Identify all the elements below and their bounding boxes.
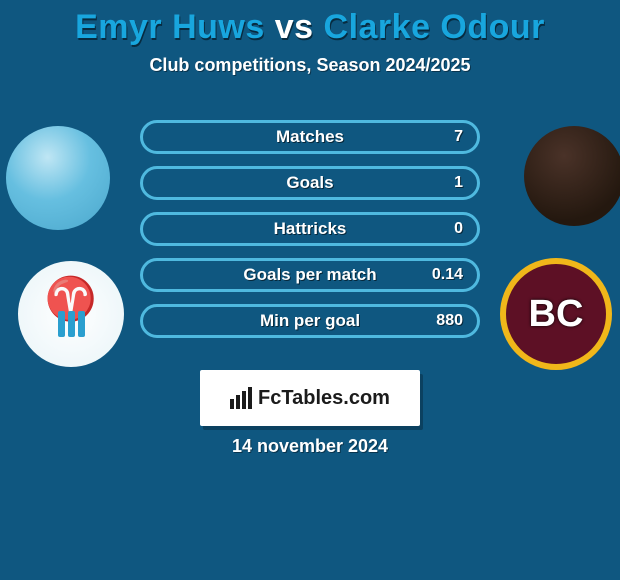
stat-label: Matches xyxy=(276,127,344,147)
player2-photo xyxy=(524,126,620,226)
stats-list: Matches 7 Goals 1 Hattricks 0 Goals per … xyxy=(140,120,480,350)
brand-text: FcTables.com xyxy=(258,387,390,410)
club1-badge: ♈ xyxy=(18,261,124,367)
stat-label: Hattricks xyxy=(274,219,347,239)
player2-name: Clarke Odour xyxy=(324,8,545,46)
subtitle: Club competitions, Season 2024/2025 xyxy=(0,55,620,76)
stat-value: 0.14 xyxy=(432,266,463,284)
stat-value: 0 xyxy=(454,220,463,238)
stat-row-goals: Goals 1 xyxy=(140,166,480,200)
stat-label: Min per goal xyxy=(260,311,360,331)
player1-name: Emyr Huws xyxy=(75,8,265,46)
club2-badge-text: BC xyxy=(506,264,606,364)
player1-photo xyxy=(6,126,110,230)
vs-separator: vs xyxy=(275,8,314,46)
stat-label: Goals xyxy=(286,173,333,193)
stat-value: 7 xyxy=(454,128,463,146)
stat-row-hattricks: Hattricks 0 xyxy=(140,212,480,246)
stat-row-mpg: Min per goal 880 xyxy=(140,304,480,338)
stat-row-matches: Matches 7 xyxy=(140,120,480,154)
bar-chart-icon xyxy=(230,387,252,409)
stat-value: 880 xyxy=(436,312,463,330)
brand-badge: FcTables.com xyxy=(200,370,420,426)
comparison-title: Emyr Huws vs Clarke Odour xyxy=(0,0,620,47)
stat-value: 1 xyxy=(454,174,463,192)
date-label: 14 november 2024 xyxy=(0,436,620,457)
eagle-icon: ♈ xyxy=(45,291,97,308)
stat-label: Goals per match xyxy=(243,265,376,285)
club2-badge: BC xyxy=(500,258,612,370)
stat-row-gpm: Goals per match 0.14 xyxy=(140,258,480,292)
